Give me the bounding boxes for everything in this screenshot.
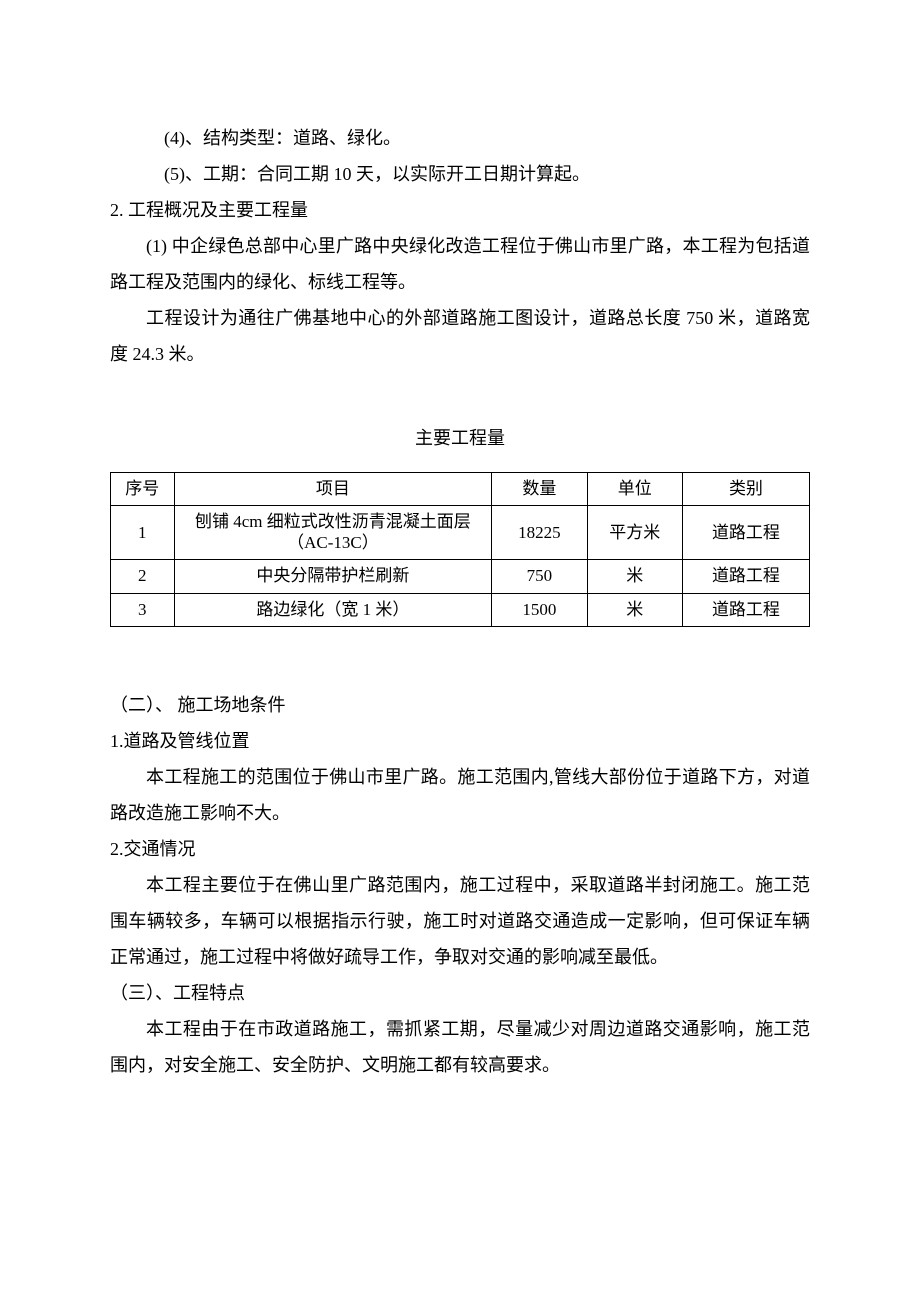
- cell-item-line1: 刨铺 4cm 细粒式改性沥青混凝土面层: [195, 512, 471, 531]
- cell-item: 刨铺 4cm 细粒式改性沥青混凝土面层 （AC-13C）: [174, 506, 492, 560]
- table-row: 2 中央分隔带护栏刷新 750 米 道路工程: [111, 560, 810, 593]
- table-row: 3 路边绿化（宽 1 米） 1500 米 道路工程: [111, 593, 810, 626]
- table-body: 1 刨铺 4cm 细粒式改性沥青混凝土面层 （AC-13C） 18225 平方米…: [111, 506, 810, 627]
- th-qty: 数量: [492, 473, 587, 506]
- cell-unit: 米: [587, 593, 682, 626]
- section-2-2-title: 2.交通情况: [110, 831, 810, 867]
- cell-seq: 1: [111, 506, 175, 560]
- paragraph-item-4: (4)、结构类型：道路、绿化。: [110, 120, 810, 156]
- section-2-title: （二）、 施工场地条件: [110, 687, 810, 723]
- cell-unit: 米: [587, 560, 682, 593]
- cell-cat: 道路工程: [682, 593, 809, 626]
- document-page: (4)、结构类型：道路、绿化。 (5)、工期：合同工期 10 天，以实际开工日期…: [0, 0, 920, 1302]
- paragraph-item-5: (5)、工期：合同工期 10 天，以实际开工日期计算起。: [110, 156, 810, 192]
- section-2-1-title: 1.道路及管线位置: [110, 723, 810, 759]
- table-head: 序号 项目 数量 单位 类别: [111, 473, 810, 506]
- th-cat: 类别: [682, 473, 809, 506]
- cell-seq: 3: [111, 593, 175, 626]
- th-seq: 序号: [111, 473, 175, 506]
- table-row: 1 刨铺 4cm 细粒式改性沥青混凝土面层 （AC-13C） 18225 平方米…: [111, 506, 810, 560]
- section-2-1-body: 本工程施工的范围位于佛山市里广路。施工范围内,管线大部份位于道路下方，对道路改造…: [110, 759, 810, 831]
- cell-unit: 平方米: [587, 506, 682, 560]
- th-unit: 单位: [587, 473, 682, 506]
- paragraph-overview-2: 工程设计为通往广佛基地中心的外部道路施工图设计，道路总长度 750 米，道路宽度…: [110, 300, 810, 372]
- table-title: 主要工程量: [110, 420, 810, 456]
- cell-cat: 道路工程: [682, 560, 809, 593]
- table-header-row: 序号 项目 数量 单位 类别: [111, 473, 810, 506]
- section-2-2-body: 本工程主要位于在佛山里广路范围内，施工过程中，采取道路半封闭施工。施工范围车辆较…: [110, 867, 810, 975]
- section-3-body: 本工程由于在市政道路施工，需抓紧工期，尽量减少对周边道路交通影响，施工范围内，对…: [110, 1011, 810, 1083]
- cell-item-line2: （AC-13C）: [287, 533, 379, 552]
- heading-2-overview: 2. 工程概况及主要工程量: [110, 192, 810, 228]
- cell-item: 路边绿化（宽 1 米）: [174, 593, 492, 626]
- th-item: 项目: [174, 473, 492, 506]
- paragraph-overview-1: (1) 中企绿色总部中心里广路中央绿化改造工程位于佛山市里广路，本工程为包括道路…: [110, 228, 810, 300]
- cell-qty: 1500: [492, 593, 587, 626]
- quantities-table: 序号 项目 数量 单位 类别 1 刨铺 4cm 细粒式改性沥青混凝土面层 （AC…: [110, 472, 810, 627]
- cell-seq: 2: [111, 560, 175, 593]
- cell-qty: 18225: [492, 506, 587, 560]
- cell-cat: 道路工程: [682, 506, 809, 560]
- section-3-title: （三）、工程特点: [110, 975, 810, 1011]
- cell-qty: 750: [492, 560, 587, 593]
- cell-item: 中央分隔带护栏刷新: [174, 560, 492, 593]
